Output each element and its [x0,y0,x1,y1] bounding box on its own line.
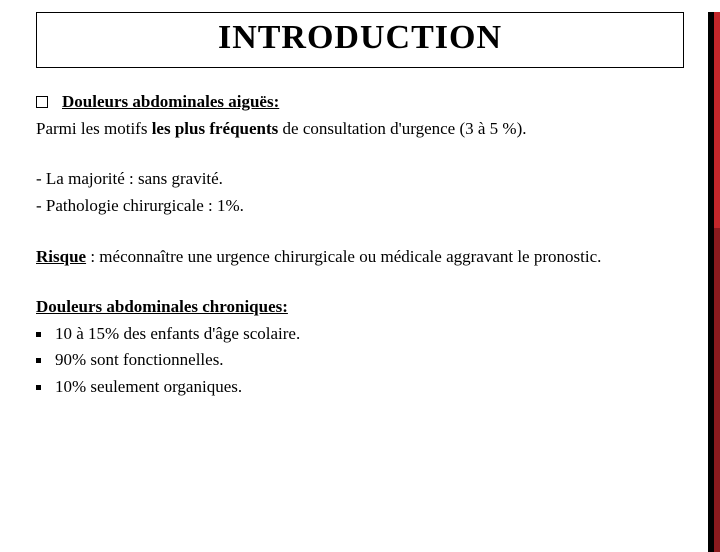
risk-text: : méconnaître une urgence chirurgicale o… [86,247,601,266]
chronic-heading: Douleurs abdominales chroniques: [36,295,684,320]
chronic-list: 10 à 15% des enfants d'âge scolaire. 90%… [36,322,684,400]
list-item: 10% seulement organiques. [36,375,684,400]
accent-red-bottom [714,228,720,552]
bullet-row-acute: Douleurs abdominales aiguës: [36,90,684,115]
chronic-item-2: 90% sont fonctionnelles. [55,348,224,373]
square-bullet-icon [36,96,48,108]
para-prefix: Parmi les motifs [36,119,152,138]
dot-bullet-icon [36,358,41,363]
risk-paragraph: Risque : méconnaître une urgence chirurg… [36,245,684,270]
chronic-item-1: 10 à 15% des enfants d'âge scolaire. [55,322,300,347]
slide-title: INTRODUCTION [37,19,683,57]
list-item: 90% sont fonctionnelles. [36,348,684,373]
accent-red-top [714,12,720,228]
acute-heading: Douleurs abdominales aiguës: [62,90,279,115]
list-item: 10 à 15% des enfants d'âge scolaire. [36,322,684,347]
accent-red-stripe [714,12,720,552]
acute-paragraph: Parmi les motifs les plus fréquents de c… [36,117,684,142]
dot-bullet-icon [36,332,41,337]
dash-list: - La majorité : sans gravité. - Patholog… [36,167,684,218]
dash-item-1: - La majorité : sans gravité. [36,167,684,192]
dash-item-2: - Pathologie chirurgicale : 1%. [36,194,684,219]
chronic-section: Douleurs abdominales chroniques: 10 à 15… [36,295,684,400]
para-suffix: de consultation d'urgence (3 à 5 %). [278,119,526,138]
chronic-item-3: 10% seulement organiques. [55,375,242,400]
slide-content: Douleurs abdominales aiguës: Parmi les m… [0,68,720,400]
dot-bullet-icon [36,385,41,390]
accent-bar [708,12,720,552]
para-bold: les plus fréquents [152,119,279,138]
title-box: INTRODUCTION [36,12,684,68]
risk-label: Risque [36,247,86,266]
